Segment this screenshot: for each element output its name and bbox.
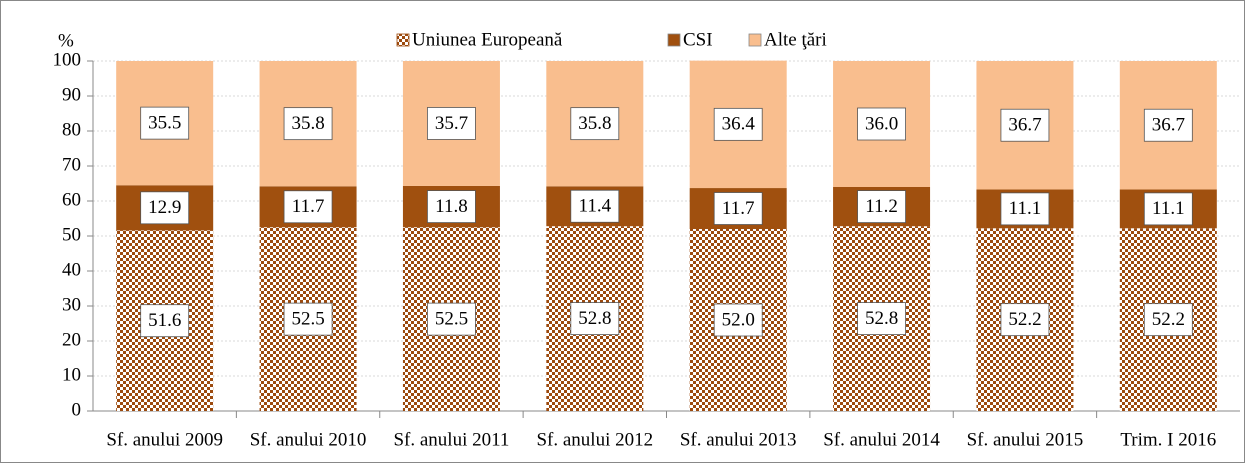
x-tick-label: Sf. anului 2011 (393, 429, 509, 450)
y-axis-label: % (58, 30, 74, 51)
y-tick-label: 60 (62, 189, 81, 210)
data-label-box (857, 302, 906, 336)
data-label-box (1000, 303, 1050, 337)
data-label-box (283, 190, 333, 224)
data-label: 36.7 (1152, 115, 1185, 136)
x-tick-label: Trim. I 2016 (1120, 429, 1216, 450)
x-tick-label: Sf. anului 2014 (823, 429, 940, 450)
data-label: 52.5 (435, 308, 468, 329)
data-label: 12.9 (148, 197, 181, 218)
y-tick-label: 40 (62, 259, 81, 280)
data-label: 35.8 (578, 113, 611, 134)
data-label-box (427, 190, 476, 224)
data-label: 11.4 (579, 196, 612, 217)
data-label-box (1143, 192, 1193, 226)
data-label-box (283, 302, 333, 336)
data-label: 11.1 (1009, 198, 1042, 219)
data-label: 36.4 (722, 114, 756, 135)
y-tick-label: 20 (62, 329, 81, 350)
legend-swatch (396, 33, 410, 47)
data-label: 11.2 (865, 196, 898, 217)
data-label: 36.7 (1008, 115, 1041, 136)
data-label: 35.5 (148, 112, 181, 133)
y-tick-label: 0 (72, 399, 82, 420)
data-label-box (140, 304, 190, 338)
x-tick-label: Sf. anului 2013 (680, 429, 797, 450)
data-label: 52.8 (865, 308, 898, 329)
data-label-box (1000, 192, 1050, 226)
data-label: 52.8 (578, 308, 611, 329)
data-label: 52.0 (722, 309, 755, 330)
data-label-box (570, 302, 620, 336)
data-label-box (1143, 303, 1193, 337)
data-label: 11.7 (722, 198, 755, 219)
data-label-box (1143, 108, 1193, 142)
data-label-box (283, 107, 333, 141)
data-label-box (570, 107, 620, 141)
data-label: 51.6 (148, 310, 181, 331)
data-label: 52.2 (1008, 309, 1041, 330)
data-label: 52.2 (1152, 309, 1185, 330)
data-label: 11.1 (1152, 198, 1185, 219)
legend-label: CSI (683, 29, 713, 50)
data-label: 52.5 (291, 308, 324, 329)
data-label-box (427, 302, 476, 336)
y-tick-label: 90 (62, 84, 81, 105)
legend-swatch (748, 33, 762, 47)
data-label-box (713, 192, 763, 225)
x-tick-label: Sf. anului 2015 (967, 429, 1084, 450)
data-label: 11.7 (292, 196, 325, 217)
y-tick-label: 80 (62, 119, 81, 140)
y-tick-label: 10 (62, 364, 81, 385)
data-label-box (713, 107, 763, 141)
legend-swatch (667, 33, 681, 47)
legend-label: Uniunea Europeană (412, 29, 563, 50)
data-label: 11.8 (435, 196, 468, 217)
data-label: 35.8 (291, 113, 324, 134)
data-label-box (140, 191, 190, 225)
data-label-box (140, 106, 190, 140)
legend-label: Alte ţări (764, 29, 827, 50)
data-label-box (427, 107, 476, 140)
y-tick-label: 30 (62, 294, 81, 315)
y-tick-label: 70 (62, 154, 81, 175)
data-label-box (570, 189, 620, 223)
data-label-box (1000, 108, 1050, 142)
data-label: 36.0 (865, 113, 898, 134)
data-label-box (713, 303, 763, 337)
data-label: 35.7 (435, 113, 468, 134)
x-tick-label: Sf. anului 2009 (106, 429, 223, 450)
data-label-box (857, 190, 906, 224)
y-tick-label: 50 (62, 224, 81, 245)
x-tick-label: Sf. anului 2010 (250, 429, 367, 450)
x-tick-label: Sf. anului 2012 (536, 429, 653, 450)
data-label-box (857, 107, 906, 141)
y-tick-label: 100 (53, 49, 82, 70)
